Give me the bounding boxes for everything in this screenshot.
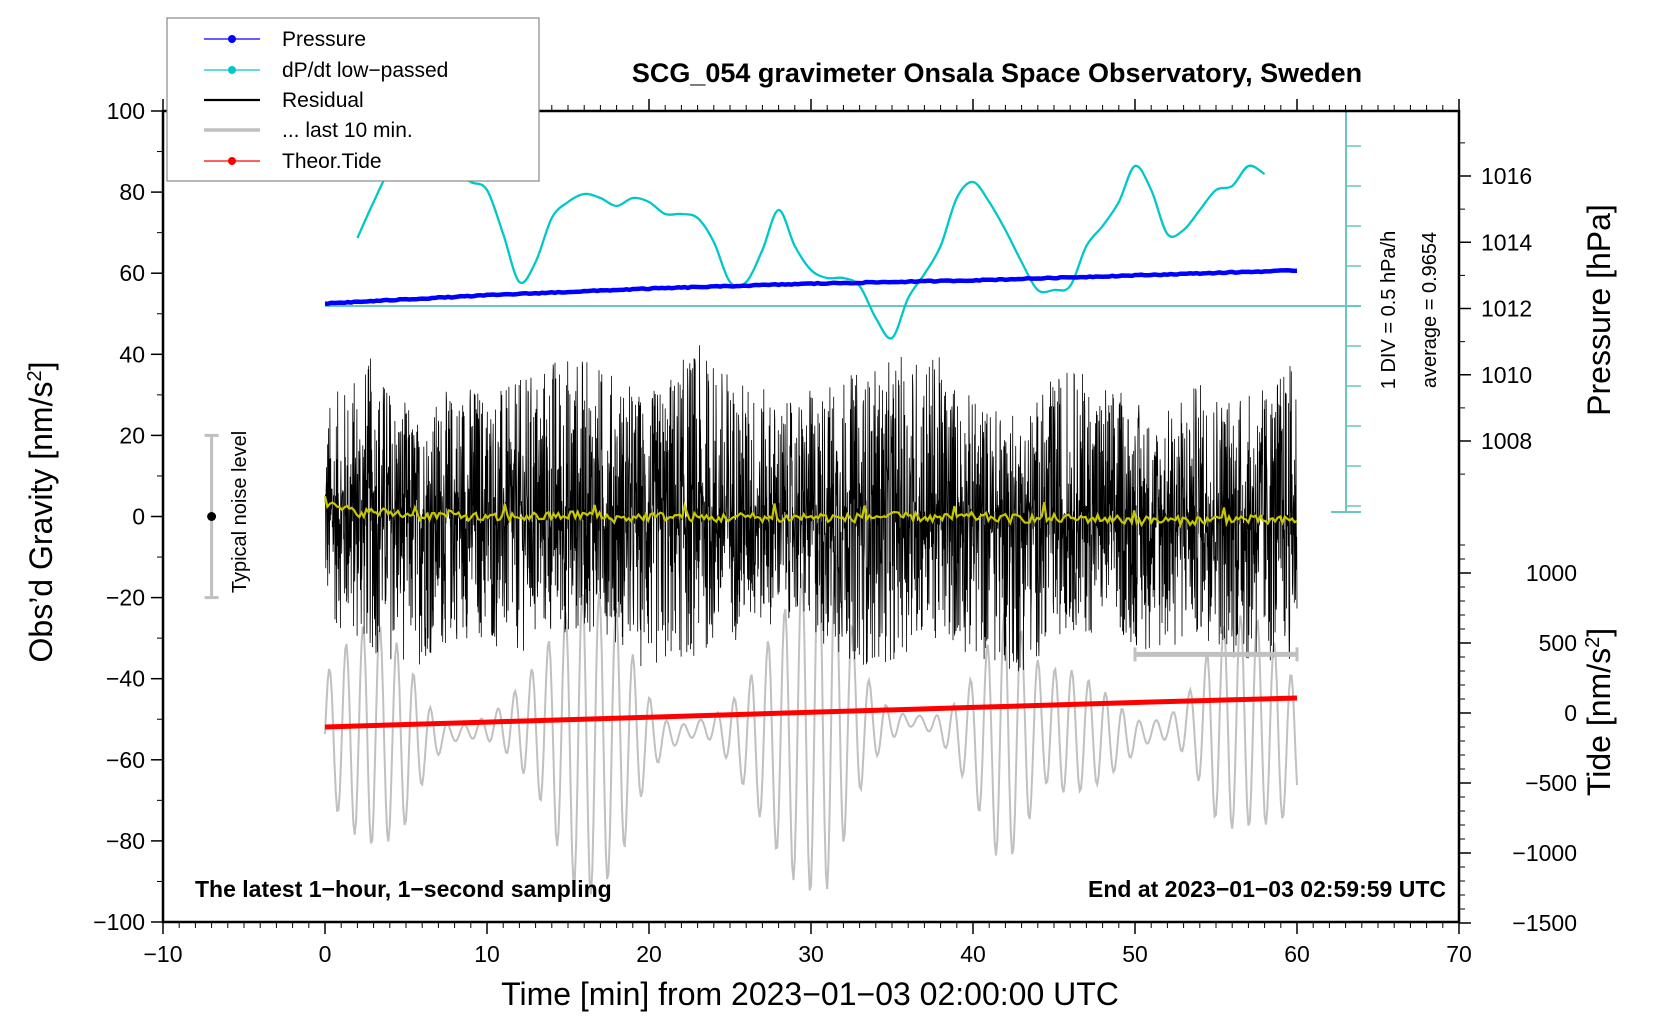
x-tick-label: −10: [143, 941, 182, 967]
chart-title: SCG_054 gravimeter Onsala Space Observat…: [632, 58, 1362, 88]
legend-item: Theor.Tide: [204, 150, 382, 173]
y-tick-label: −100: [93, 909, 145, 935]
series-residual-lowpassed: [323, 495, 1298, 529]
y-tick-label: 20: [119, 422, 145, 448]
x-tick-label: 30: [798, 941, 824, 967]
tide-tick-label: −500: [1525, 770, 1577, 796]
legend-item: Pressure: [204, 28, 366, 51]
dpdt-scale-axis: [325, 111, 1361, 513]
y-axis-title-tide: Tide [nm/s2]: [1581, 628, 1617, 796]
annotation-noise-label: Typical noise level: [229, 431, 251, 593]
axes: −10 0 10 20 30 40 50 60 70−100−80−60−40−20020406…: [93, 98, 1577, 967]
legend-label: Theor.Tide: [282, 150, 382, 173]
tide-tick-label: −1000: [1512, 840, 1577, 866]
y-tick-label: −80: [106, 828, 145, 854]
annotation-bars: [204, 433, 1299, 662]
last-10-min-line: [324, 550, 1298, 895]
series-last-10-min: [324, 550, 1298, 895]
y-axis-title-pressure: Pressure [hPa]: [1581, 204, 1617, 416]
noise-bar-center-dot: [207, 512, 217, 521]
x-tick-label: 0: [319, 941, 332, 967]
tide-tick-label: 0: [1564, 700, 1577, 726]
x-tick-label: 70: [1446, 941, 1472, 967]
legend-label: Residual: [282, 89, 364, 112]
legend-marker-dot: [228, 35, 236, 43]
pressure-tick-label: 1014: [1481, 229, 1532, 255]
x-tick-label: 40: [960, 941, 986, 967]
legend-marker-dot: [228, 66, 236, 74]
legend-item: Residual: [204, 89, 364, 112]
annotation-sampling: The latest 1−hour, 1−second sampling: [195, 876, 612, 902]
series-dpdt: [356, 156, 1266, 340]
x-tick-label: 50: [1122, 941, 1148, 967]
legend-label: Pressure: [282, 28, 366, 51]
series-residual: [324, 345, 1298, 672]
tide-tick-label: −1500: [1512, 910, 1577, 936]
legend-label: dP/dt low−passed: [282, 59, 448, 82]
legend-item: dP/dt low−passed: [204, 59, 448, 82]
y-tick-label: −20: [106, 585, 145, 611]
pressure-line: [324, 267, 1298, 306]
annotation-end-time: End at 2023−01−03 02:59:59 UTC: [1088, 876, 1446, 902]
legend-item: ... last 10 min.: [204, 119, 413, 142]
y-tick-label: −60: [106, 747, 145, 773]
residual-lowpassed-line: [323, 495, 1298, 529]
tide-tick-label: 1000: [1526, 560, 1577, 586]
y-axis-title-gravity: Obs’d Gravity [nm/s2]: [23, 362, 59, 663]
pressure-tick-label: 1008: [1481, 428, 1532, 454]
x-tick-label: 10: [474, 941, 500, 967]
dpdt-line: [356, 156, 1266, 340]
pressure-tick-label: 1012: [1481, 296, 1532, 322]
y-tick-label: 0: [132, 504, 145, 530]
x-tick-label: 60: [1284, 941, 1310, 967]
y-tick-label: 40: [119, 341, 145, 367]
y-tick-label: 100: [107, 98, 145, 124]
series-pressure: [324, 267, 1298, 306]
legend-marker-dot: [228, 157, 236, 165]
tide-tick-label: 500: [1539, 630, 1577, 656]
annotation-dpdt-scale: 1 DIV = 0.5 hPa/h: [1378, 231, 1400, 389]
legend-label: ... last 10 min.: [282, 119, 413, 142]
y-tick-label: 80: [119, 179, 145, 205]
y-tick-label: 60: [119, 260, 145, 286]
x-axis-title: Time [min] from 2023−01−03 02:00:00 UTC: [501, 976, 1119, 1012]
pressure-tick-label: 1010: [1481, 362, 1532, 388]
x-tick-label: 20: [636, 941, 662, 967]
pressure-tick-label: 1016: [1481, 163, 1532, 189]
residual-line: [324, 345, 1298, 672]
theor-tide-line: [324, 695, 1298, 730]
legend: Pressure dP/dt low−passed Residual ... last…: [166, 17, 540, 182]
y-tick-label: −40: [106, 666, 145, 692]
annotation-dpdt-average: average = 0.9654: [1419, 232, 1441, 388]
series-theor-tide: [324, 695, 1298, 730]
